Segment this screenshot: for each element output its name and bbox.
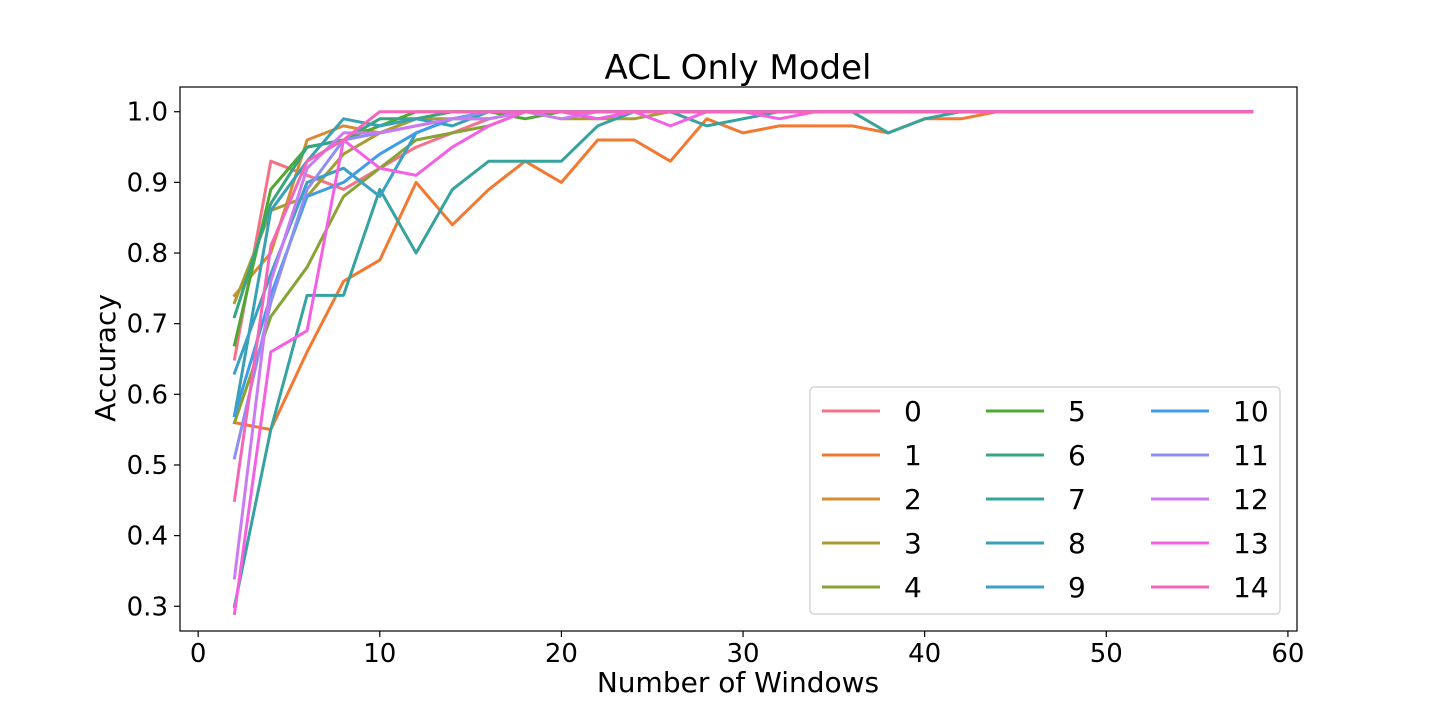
legend-label-2: 2 bbox=[904, 483, 922, 516]
legend-label-5: 5 bbox=[1068, 395, 1086, 428]
y-tick-label: 1.0 bbox=[127, 98, 168, 128]
legend-label-0: 0 bbox=[904, 395, 922, 428]
axes: 0 10 20 30 40 50 600.30.40.50.60.70.80.91.0 bbox=[127, 86, 1304, 669]
x-axis-title: Number of Windows bbox=[597, 666, 879, 699]
y-tick-label: 0.3 bbox=[127, 592, 168, 622]
x-tick-label: 30 bbox=[726, 639, 759, 669]
legend-label-10: 10 bbox=[1233, 395, 1269, 428]
legend-label-4: 4 bbox=[904, 571, 922, 604]
x-tick-label: 0 bbox=[190, 639, 207, 669]
legend-label-8: 8 bbox=[1068, 527, 1086, 560]
y-tick-label: 0.5 bbox=[127, 451, 168, 481]
legend-box bbox=[809, 386, 1281, 615]
legend-label-6: 6 bbox=[1068, 439, 1086, 472]
x-tick-label: 20 bbox=[545, 639, 578, 669]
y-tick-label: 0.9 bbox=[127, 168, 168, 198]
legend-label-12: 12 bbox=[1233, 483, 1269, 516]
series-line-14 bbox=[232, 110, 1254, 502]
legend-label-14: 14 bbox=[1233, 571, 1269, 604]
y-tick-label: 0.7 bbox=[127, 310, 168, 340]
legend-label-13: 13 bbox=[1233, 527, 1269, 560]
x-tick-label: 10 bbox=[363, 639, 396, 669]
chart-title: ACL Only Model bbox=[605, 48, 872, 88]
y-tick-label: 0.8 bbox=[127, 239, 168, 269]
plot-area bbox=[232, 110, 1254, 615]
y-tick-label: 0.4 bbox=[127, 522, 168, 552]
axes-frame bbox=[179, 86, 1298, 632]
legend-label-9: 9 bbox=[1068, 571, 1086, 604]
legend-label-7: 7 bbox=[1068, 483, 1086, 516]
legend-label-3: 3 bbox=[904, 527, 922, 560]
y-tick-label: 0.6 bbox=[127, 380, 168, 410]
x-tick-label: 40 bbox=[908, 639, 941, 669]
legend-label-1: 1 bbox=[904, 439, 922, 472]
y-axis-title: Accuracy bbox=[89, 294, 122, 422]
legend-label-11: 11 bbox=[1233, 439, 1269, 472]
x-tick-label: 60 bbox=[1271, 639, 1304, 669]
x-tick-label: 50 bbox=[1090, 639, 1123, 669]
